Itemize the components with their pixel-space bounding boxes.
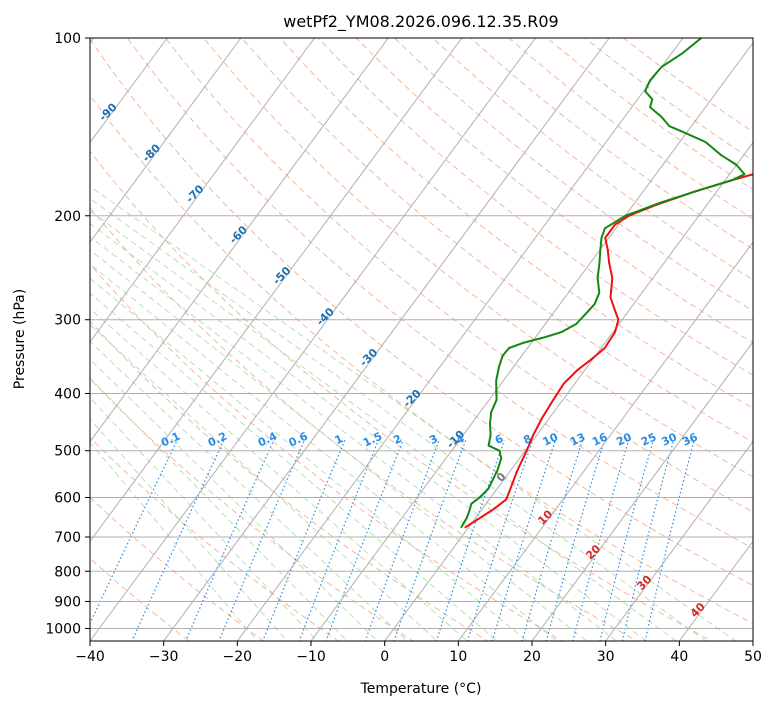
x-tick-label: 40: [670, 649, 688, 665]
dry-adiabat-line: [126, 38, 753, 550]
x-tick-label: 30: [597, 649, 615, 665]
dry-adiabat-line: [241, 38, 753, 443]
y-tick-label: 200: [54, 209, 81, 225]
y-tick-label: 400: [54, 387, 81, 403]
profile-series: [460, 38, 753, 529]
mixing-ratio-line: [466, 440, 534, 641]
mixing-ratio-label: 13: [568, 430, 587, 448]
axes: −40 −30 −20 −10 0 10 20 30 40 50 100 200 300 400 500 60…: [45, 31, 762, 665]
plot-frame: [89, 37, 754, 642]
y-axis-label: Pressure (hPa): [12, 289, 28, 389]
mixing-ratio-line: [491, 440, 556, 641]
x-tick-label: −40: [75, 649, 105, 665]
mixing-ratio-line: [393, 440, 467, 641]
x-tick-label: 10: [449, 649, 467, 665]
dry-adiabat-line: [165, 38, 753, 513]
mixing-ratio-label: 16: [590, 430, 610, 448]
y-tick-label: 800: [54, 564, 81, 580]
isotherm-line: [90, 38, 242, 244]
dry-adiabat-line: [317, 38, 753, 376]
isotherm-line: [90, 38, 463, 543]
moist-adiabat-line: [90, 292, 498, 641]
y-tick-label: 300: [54, 313, 81, 329]
mixing-ratio-line: [131, 440, 225, 641]
chart-title: wetPf2_YM08.2026.096.12.35.R09: [283, 12, 558, 32]
x-tick-label: −30: [149, 649, 179, 665]
isotherm-line: [90, 38, 168, 144]
x-tick-label: 50: [744, 649, 762, 665]
isotherm-line: [90, 38, 536, 641]
dewpoint-profile-line: [460, 38, 746, 529]
mixing-ratio-label: 25: [639, 430, 658, 448]
x-tick-label: 0: [380, 649, 389, 665]
isotherm-line: [457, 241, 753, 641]
x-tick-label: −20: [223, 649, 253, 665]
x-tick-label: 20: [523, 649, 541, 665]
mixing-ratio-line: [435, 440, 505, 641]
y-tick-label: 100: [54, 31, 81, 47]
y-tick-label: 600: [54, 490, 81, 506]
isotherm-line: [384, 141, 753, 641]
x-tick-label: −10: [296, 649, 326, 665]
dry-adiabat-line: [203, 38, 753, 478]
isotherm-line: [90, 38, 389, 443]
mixing-ratio-line: [545, 440, 606, 641]
mixing-ratio-line: [218, 440, 305, 641]
mixing-ratio-label: 10: [541, 430, 561, 448]
moist-adiabat-line: [90, 223, 648, 641]
moist-adiabat-line: [90, 197, 707, 641]
y-tick-label: 900: [54, 594, 81, 610]
plot-area: -100-90-80-70-60-50-40-30-20-100.10.20.4…: [90, 38, 753, 641]
isotherm-line: [236, 38, 684, 641]
mixing-ratio-line: [599, 440, 654, 641]
moist-adiabat-line: [90, 340, 408, 641]
isotherm-line: [163, 38, 610, 641]
mixing-ratio-line: [521, 440, 584, 641]
temperature-profile-line: [464, 173, 753, 529]
mixing-ratio-line: [572, 440, 630, 641]
y-tick-label: 1000: [45, 621, 81, 637]
dry-adiabat-line: [355, 38, 753, 344]
mixing-ratio-label: 36: [680, 430, 700, 448]
isotherm-line: [605, 440, 753, 641]
mixing-ratio-label: 30: [660, 430, 680, 448]
mixing-ratio-label: 20: [614, 430, 634, 448]
x-axis-label: Temperature (°C): [360, 681, 482, 697]
y-tick-label: 700: [54, 530, 81, 546]
isotherm-line: [531, 341, 753, 641]
isotherm-line: [90, 38, 315, 343]
mixing-ratio-line: [364, 440, 440, 641]
y-tick-label: 500: [54, 444, 81, 460]
